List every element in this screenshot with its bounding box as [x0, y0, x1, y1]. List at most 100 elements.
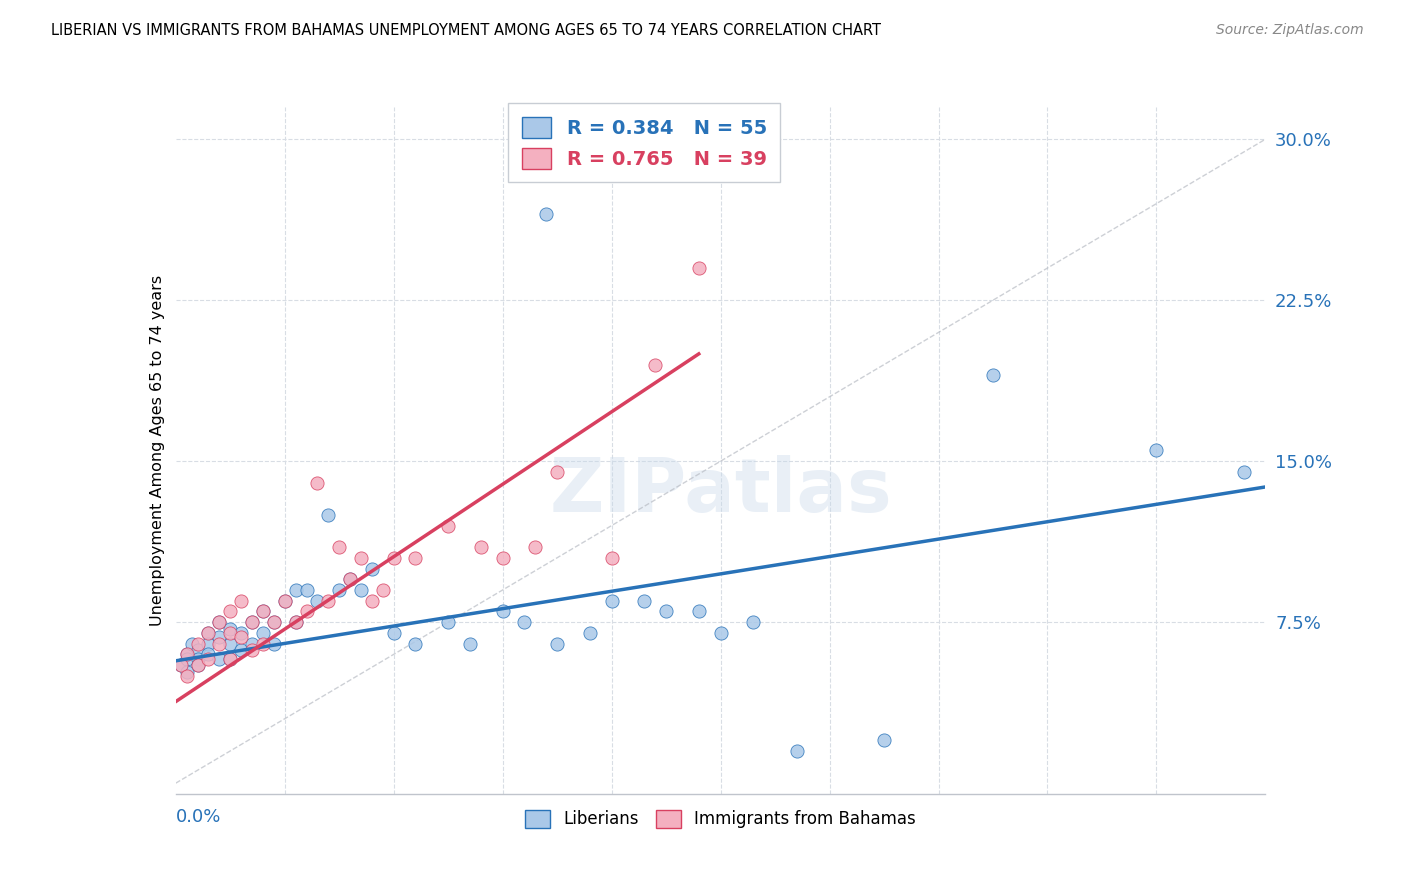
Point: [600, 593, 623, 607]
Y-axis label: Unemployment Among Ages 65 to 74 years: Unemployment Among Ages 65 to 74 years: [149, 275, 165, 626]
Point: [981, 368, 1004, 383]
Point: [318, 508, 340, 522]
Point: [274, 593, 297, 607]
Point: [186, 643, 209, 657]
Point: [219, 604, 242, 618]
Point: [231, 593, 253, 607]
Point: [600, 550, 623, 565]
Point: [1144, 443, 1167, 458]
Point: [208, 615, 231, 630]
Point: [513, 615, 536, 630]
Point: [371, 582, 394, 597]
Point: [534, 207, 557, 221]
Point: [208, 630, 231, 644]
Point: [231, 626, 253, 640]
Point: [197, 648, 219, 662]
Point: [219, 637, 242, 651]
Point: [295, 582, 318, 597]
Point: [240, 615, 263, 630]
Point: [186, 637, 209, 651]
Point: [231, 630, 253, 644]
Text: ZIPatlas: ZIPatlas: [550, 455, 891, 528]
Point: [252, 604, 274, 618]
Point: [240, 615, 263, 630]
Point: [524, 540, 547, 554]
Point: [655, 604, 678, 618]
Point: [284, 615, 307, 630]
Point: [742, 615, 765, 630]
Point: [197, 651, 219, 665]
Point: [339, 572, 361, 586]
Point: [786, 744, 808, 758]
Legend: Liberians, Immigrants from Bahamas: Liberians, Immigrants from Bahamas: [519, 803, 922, 835]
Point: [307, 593, 329, 607]
Point: [382, 626, 405, 640]
Point: [252, 637, 274, 651]
Point: [295, 604, 318, 618]
Point: [263, 615, 285, 630]
Point: [688, 260, 710, 275]
Point: [274, 593, 297, 607]
Point: [219, 626, 242, 640]
Point: [231, 643, 253, 657]
Point: [197, 626, 219, 640]
Point: [176, 648, 198, 662]
Text: LIBERIAN VS IMMIGRANTS FROM BAHAMAS UNEMPLOYMENT AMONG AGES 65 TO 74 YEARS CORRE: LIBERIAN VS IMMIGRANTS FROM BAHAMAS UNEM…: [51, 23, 880, 38]
Point: [176, 648, 198, 662]
Point: [633, 593, 655, 607]
Point: [458, 637, 481, 651]
Point: [350, 550, 373, 565]
Point: [328, 540, 350, 554]
Point: [873, 733, 896, 747]
Point: [546, 637, 568, 651]
Point: [252, 626, 274, 640]
Point: [688, 604, 710, 618]
Point: [240, 643, 263, 657]
Point: [176, 669, 198, 683]
Point: [263, 615, 285, 630]
Point: [219, 622, 242, 636]
Point: [284, 615, 307, 630]
Point: [197, 626, 219, 640]
Point: [176, 665, 198, 679]
Point: [710, 626, 733, 640]
Point: [181, 637, 204, 651]
Point: [186, 658, 209, 673]
Point: [219, 651, 242, 665]
Point: [186, 651, 209, 665]
Point: [437, 518, 460, 533]
Point: [263, 637, 285, 651]
Point: [644, 358, 666, 372]
Point: [197, 637, 219, 651]
Point: [208, 651, 231, 665]
Point: [240, 637, 263, 651]
Point: [170, 658, 193, 673]
Point: [219, 651, 242, 665]
Point: [350, 582, 373, 597]
Point: [284, 582, 307, 597]
Point: [405, 550, 427, 565]
Point: [546, 465, 568, 479]
Point: [176, 651, 198, 665]
Point: [437, 615, 460, 630]
Point: [170, 658, 193, 673]
Point: [470, 540, 492, 554]
Point: [382, 550, 405, 565]
Point: [208, 637, 231, 651]
Point: [360, 593, 382, 607]
Point: [318, 593, 340, 607]
Point: [1232, 465, 1256, 479]
Text: Source: ZipAtlas.com: Source: ZipAtlas.com: [1216, 23, 1364, 37]
Point: [492, 550, 515, 565]
Point: [492, 604, 515, 618]
Point: [186, 658, 209, 673]
Point: [307, 475, 329, 490]
Point: [579, 626, 602, 640]
Point: [252, 604, 274, 618]
Point: [360, 561, 382, 575]
Text: 0.0%: 0.0%: [176, 807, 221, 826]
Point: [208, 615, 231, 630]
Point: [405, 637, 427, 651]
Point: [328, 582, 350, 597]
Point: [339, 572, 361, 586]
